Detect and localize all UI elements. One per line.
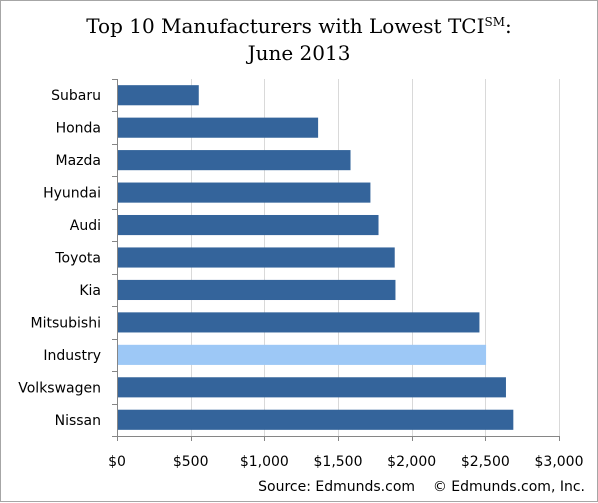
category-label: Hyundai	[43, 186, 101, 202]
bar-hyundai	[118, 182, 371, 203]
x-tick-label: $1,000	[240, 454, 289, 470]
chart-title-superscript: SM	[484, 15, 506, 29]
chart-title-colon: :	[505, 14, 512, 38]
bar-kia	[118, 279, 396, 301]
category-label: Kia	[79, 283, 101, 299]
category-label: Volkswagen	[18, 380, 101, 396]
category-label: Industry	[43, 348, 101, 364]
bar-audi	[118, 214, 379, 236]
source-note: Source: Edmunds.com	[258, 479, 416, 495]
bar-industry	[118, 344, 487, 365]
bar-honda	[118, 117, 319, 138]
chart-footer: Source: Edmunds.com © Edmunds.com, Inc.	[258, 479, 585, 495]
x-tick-label: $1,500	[314, 454, 363, 470]
category-label: Honda	[56, 121, 101, 137]
copyright-note: © Edmunds.com, Inc.	[432, 479, 585, 495]
category-label: Toyota	[54, 251, 101, 267]
chart-title-main: Top 10 Manufacturers with Lowest TCI	[86, 14, 485, 38]
bar-toyota	[118, 247, 395, 268]
category-label: Mazda	[56, 153, 101, 169]
category-label: Nissan	[55, 413, 101, 429]
x-tick-label: $2,000	[387, 454, 436, 470]
bar-volkswagen	[118, 377, 506, 398]
bar-nissan	[118, 409, 514, 430]
category-label: Subaru	[51, 88, 101, 104]
chart-title: Top 10 Manufacturers with Lowest TCISM: …	[1, 13, 597, 67]
x-tick-label: $3,000	[535, 454, 584, 470]
x-tick-label: $0	[108, 454, 126, 470]
category-label: Mitsubishi	[31, 315, 101, 331]
x-tick-label: $500	[173, 454, 209, 470]
bar-mazda	[118, 150, 351, 171]
x-tick-label: $2,500	[461, 454, 510, 470]
bar-subaru	[118, 85, 199, 106]
category-label: Audi	[70, 218, 101, 234]
chart-subtitle: June 2013	[247, 41, 351, 65]
bar-mitsubishi	[118, 312, 480, 333]
